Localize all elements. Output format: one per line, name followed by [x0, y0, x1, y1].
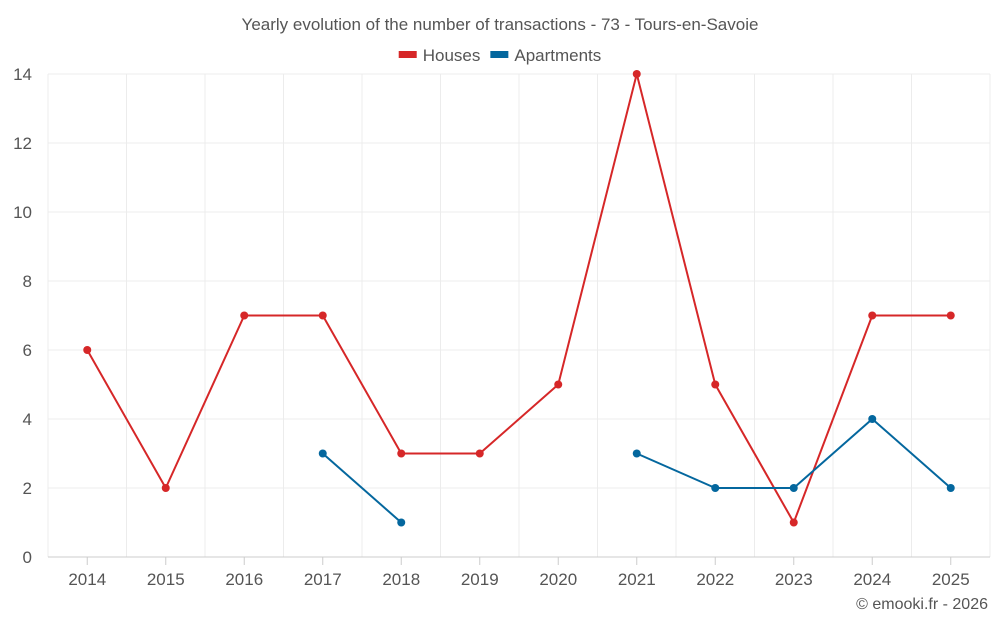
data-point-houses [240, 311, 249, 320]
data-point-houses [475, 449, 484, 458]
data-point-apartments [632, 449, 641, 458]
y-tick-label: 14 [13, 65, 32, 84]
data-point-apartments [711, 484, 720, 492]
y-tick-label: 2 [23, 479, 32, 498]
data-point-houses [83, 346, 92, 354]
x-tick-label: 2021 [618, 570, 656, 589]
x-tick-label: 2024 [853, 570, 891, 589]
y-axis: 0 2 4 6 8 10 12 14 [13, 65, 32, 567]
data-point-houses [397, 449, 406, 458]
x-tick-label: 2016 [225, 570, 263, 589]
legend-swatch [398, 51, 417, 58]
data-point-apartments [868, 415, 877, 423]
x-tick-label: 2015 [147, 570, 185, 589]
legend-label: Houses [423, 46, 481, 65]
legend-item-apartments: Apartments [490, 46, 601, 65]
series-line-houses [86, 73, 951, 524]
legend-item-houses: Houses [398, 46, 481, 65]
data-point-apartments [397, 518, 406, 527]
data-point-houses [789, 518, 798, 527]
data-point-houses [632, 70, 641, 78]
x-tick-label: 2017 [304, 570, 342, 589]
data-point-apartments [946, 484, 955, 492]
legend: Houses Apartments [398, 46, 601, 65]
chart-title: Yearly evolution of the number of transa… [242, 15, 759, 34]
y-tick-label: 6 [23, 341, 32, 360]
data-point-apartments [318, 449, 327, 458]
x-axis: 2014 2015 2016 2017 2018 2019 2020 2021 2022 2023… [68, 557, 970, 589]
series-line-apartments [322, 452, 402, 524]
data-point-houses [554, 380, 563, 389]
credit-text: © emooki.fr - 2026 [856, 596, 988, 613]
x-tick-label: 2019 [461, 570, 499, 589]
x-tick-label: 2023 [775, 570, 813, 589]
series-group [83, 70, 955, 527]
x-tick-label: 2025 [932, 570, 970, 589]
gridlines [47, 73, 991, 558]
y-tick-label: 0 [23, 548, 32, 567]
data-point-houses [318, 311, 327, 320]
y-tick-label: 8 [23, 272, 32, 291]
x-tick-label: 2022 [696, 570, 734, 589]
y-tick-label: 12 [13, 134, 32, 153]
legend-swatch [490, 51, 509, 58]
data-point-houses [711, 380, 720, 389]
data-point-houses [161, 484, 170, 492]
data-point-houses [868, 311, 877, 320]
y-tick-label: 4 [23, 410, 32, 429]
x-tick-label: 2018 [382, 570, 420, 589]
legend-label: Apartments [514, 46, 601, 65]
x-tick-label: 2020 [539, 570, 577, 589]
series-line-apartments [636, 418, 952, 489]
y-tick-label: 10 [13, 203, 32, 222]
x-tick-label: 2014 [68, 570, 106, 589]
data-point-apartments [789, 484, 798, 492]
data-point-houses [946, 311, 955, 320]
